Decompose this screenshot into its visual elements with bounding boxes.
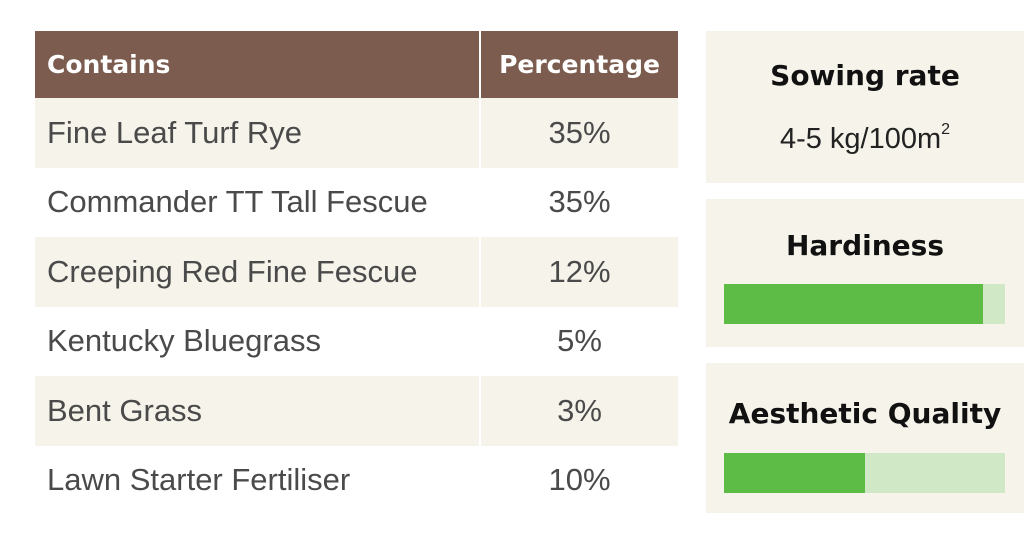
sowing-rate-panel: Sowing rate 4-5 kg/100m2 [706,31,1024,183]
ingredient-name: Kentucky Bluegrass [35,306,480,376]
ingredient-percentage: 5% [479,306,678,376]
hardiness-panel: Hardiness [706,199,1024,347]
aesthetic-quality-panel: Aesthetic Quality [706,363,1024,513]
sowing-rate-value: 4-5 kg/100m2 [706,121,1024,156]
ingredient-percentage: 10% [479,445,678,515]
ingredient-name: Commander TT Tall Fescue [35,167,480,237]
table-row: Kentucky Bluegrass 5% [35,306,678,376]
contains-header: Contains [35,31,480,98]
table-row: Lawn Starter Fertiliser 10% [35,445,678,515]
table-row: Commander TT Tall Fescue 35% [35,167,678,237]
ingredient-name: Lawn Starter Fertiliser [35,445,480,515]
seed-mix-table: Contains Percentage Fine Leaf Turf Rye 3… [35,31,678,515]
ingredient-name: Bent Grass [35,376,480,446]
sowing-rate-title: Sowing rate [770,59,960,92]
hardiness-bar-fill [724,284,983,324]
ingredient-percentage: 12% [479,237,678,307]
ingredient-name: Fine Leaf Turf Rye [35,98,480,168]
ingredient-percentage: 35% [479,167,678,237]
hardiness-bar [724,284,1005,324]
table-header-row: Contains Percentage [35,31,678,98]
aesthetic-quality-title: Aesthetic Quality [728,397,1002,430]
sowing-rate-superscript: 2 [941,121,951,139]
percentage-header: Percentage [479,31,678,98]
sowing-rate-amount: 4-5 kg/100m [779,123,942,155]
table-row: Bent Grass 3% [35,376,678,446]
aesthetic-quality-bar-fill [724,453,865,493]
table-row: Fine Leaf Turf Rye 35% [35,98,678,168]
aesthetic-quality-bar [724,453,1005,493]
table-row: Creeping Red Fine Fescue 12% [35,237,678,307]
ingredient-percentage: 3% [479,376,678,446]
ingredient-percentage: 35% [479,98,678,168]
hardiness-title: Hardiness [785,229,945,262]
ingredient-name: Creeping Red Fine Fescue [35,237,480,307]
